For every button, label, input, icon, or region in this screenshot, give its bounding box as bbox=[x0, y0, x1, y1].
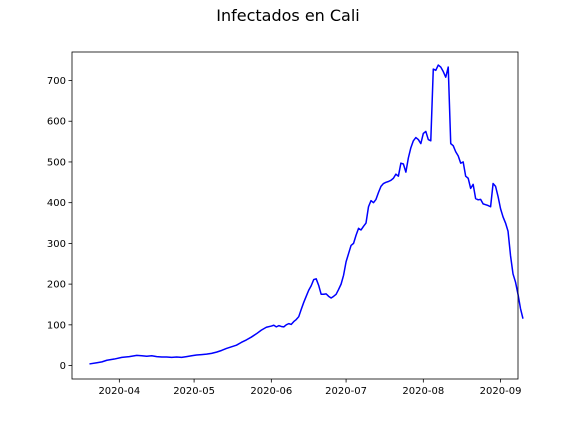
chart-title: Infectados en Cali bbox=[216, 6, 360, 25]
y-tick-label: 700 bbox=[47, 76, 66, 87]
y-tick-label: 300 bbox=[47, 239, 66, 250]
x-tick-label: 2020-05 bbox=[173, 386, 215, 397]
y-tick-label: 500 bbox=[47, 157, 66, 168]
y-tick-label: 100 bbox=[47, 320, 66, 331]
x-tick-label: 2020-07 bbox=[325, 386, 367, 397]
x-tick-label: 2020-08 bbox=[402, 386, 444, 397]
x-tick-label: 2020-09 bbox=[480, 386, 522, 397]
y-tick-label: 200 bbox=[47, 280, 66, 291]
y-tick-label: 0 bbox=[60, 361, 66, 372]
y-tick-label: 400 bbox=[47, 198, 66, 209]
x-tick-label: 2020-06 bbox=[250, 386, 292, 397]
x-tick-label: 2020-04 bbox=[98, 386, 140, 397]
y-tick-label: 600 bbox=[47, 117, 66, 128]
